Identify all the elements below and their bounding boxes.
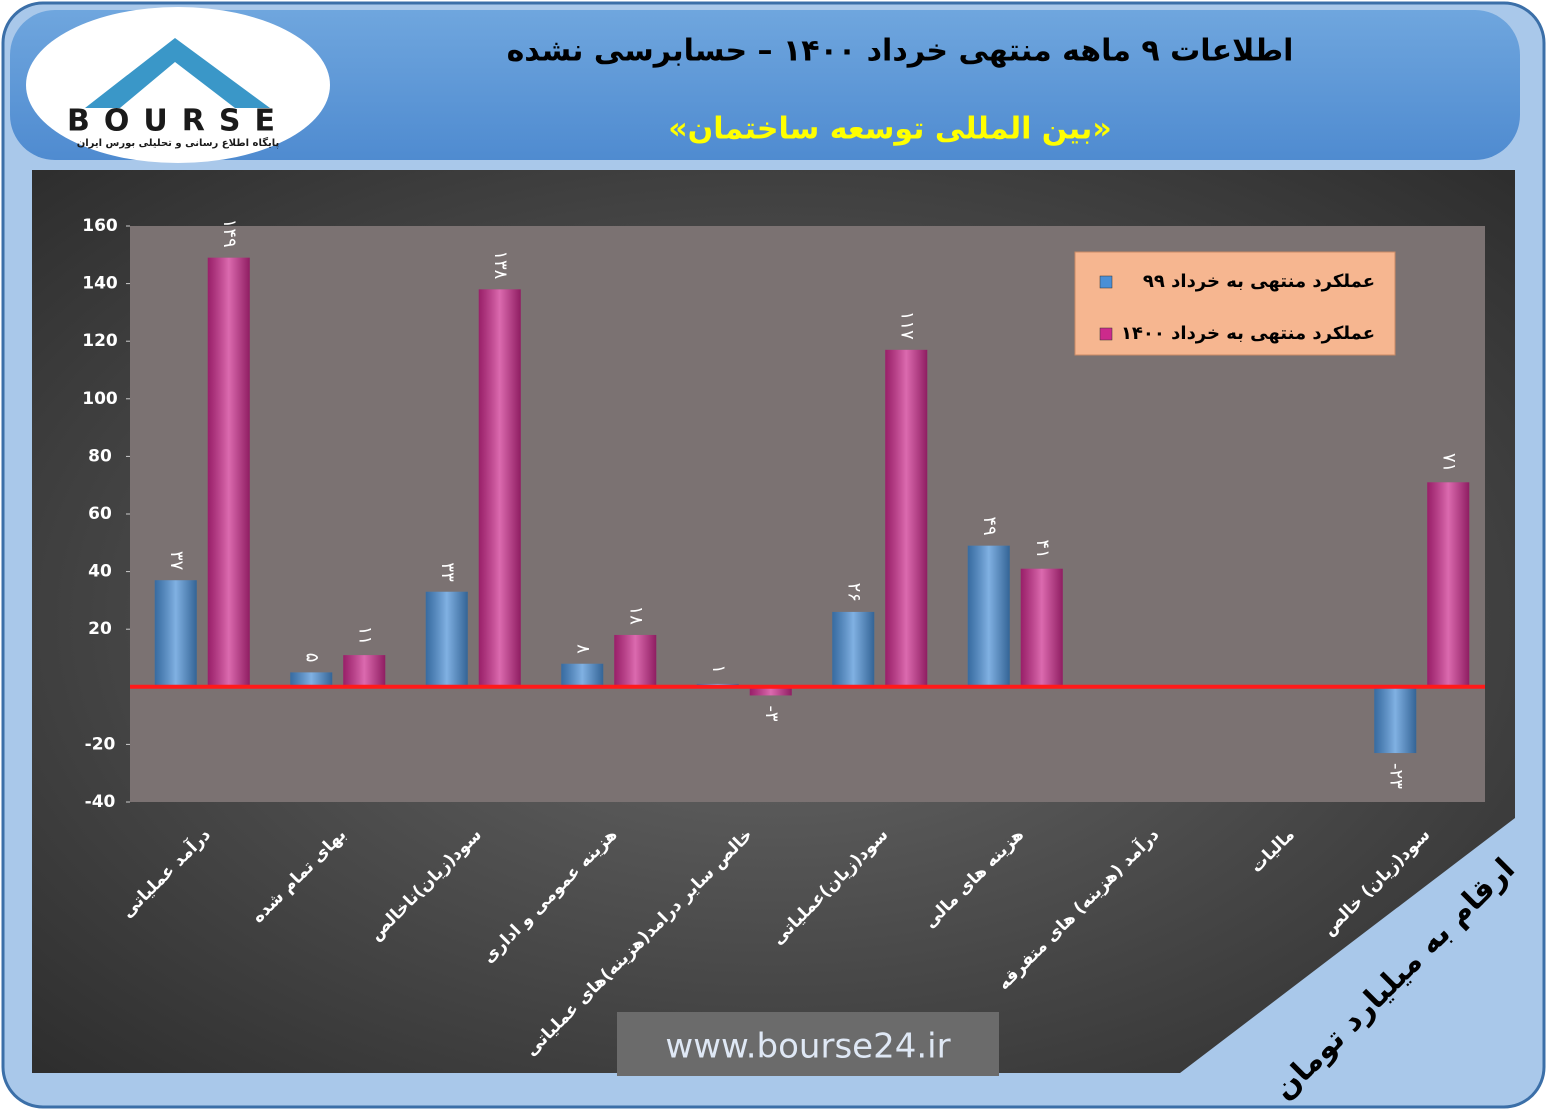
value-label: -۳ xyxy=(761,705,782,721)
y-tick-label: 100 xyxy=(82,389,118,409)
y-tick-label: 140 xyxy=(82,274,118,294)
y-tick-label: 80 xyxy=(88,446,112,466)
value-label: ۱۱۷ xyxy=(896,311,917,340)
header xyxy=(10,10,1520,160)
watermark: www.bourse24.ir xyxy=(665,1027,950,1067)
bar-shine xyxy=(967,545,1010,687)
legend xyxy=(1074,251,1396,356)
logo-tagline: پایگاه اطلاع رسانی و تحلیلی بورس ایران xyxy=(77,136,280,149)
chart-title: اطلاعات ۹ ماهه منتهی خرداد ۱۴۰۰ – حسابرس… xyxy=(507,34,1294,69)
bar-shine xyxy=(290,672,333,687)
legend-swatch xyxy=(1099,275,1113,289)
bar-shine xyxy=(207,257,250,687)
bar-shine xyxy=(343,655,386,687)
legend-label: عملکرد منتهی به خرداد ۹۹ xyxy=(1143,271,1375,292)
bar-shine xyxy=(1374,686,1417,754)
logo-badge xyxy=(26,7,330,163)
value-label: ۵ xyxy=(301,653,322,663)
y-tick-label: 20 xyxy=(88,619,112,639)
value-label: ۱۸ xyxy=(625,606,646,626)
value-label: ۱ xyxy=(708,664,729,674)
value-label: ۱۱ xyxy=(354,626,375,645)
y-tick-label: 40 xyxy=(88,562,112,582)
legend-swatch xyxy=(1099,327,1113,341)
value-label: ۸ xyxy=(572,644,593,654)
bar-shine xyxy=(425,591,468,687)
value-label: -۲۳ xyxy=(1385,763,1406,789)
y-tick-label: -40 xyxy=(85,792,116,812)
bar-shine xyxy=(154,580,197,687)
y-tick-label: 60 xyxy=(88,504,112,524)
logo-name: BOURSE xyxy=(67,104,289,139)
bar-shine xyxy=(614,634,657,687)
bar-shine xyxy=(885,349,928,687)
value-label: ۳۳ xyxy=(437,562,458,582)
note-corner xyxy=(1180,818,1515,1073)
watermark-box xyxy=(617,1012,999,1076)
value-label: ۱۳۸ xyxy=(490,250,511,279)
value-label: ۲۶ xyxy=(843,583,864,602)
logo-mark xyxy=(85,38,270,108)
value-label: ۱۴۹ xyxy=(219,219,240,248)
value-label: ۴۹ xyxy=(979,516,1000,535)
bar-shine xyxy=(749,686,792,696)
value-label: ۷۱ xyxy=(1438,453,1459,472)
value-label: ۴۱ xyxy=(1032,539,1053,558)
y-tick-label: 120 xyxy=(82,331,118,351)
chart-subtitle: «بین المللی توسعه ساختمان» xyxy=(668,112,1111,147)
y-tick-label: -20 xyxy=(85,734,116,754)
bar-shine xyxy=(832,611,875,687)
y-tick-label: 160 xyxy=(82,216,118,236)
bar-shine xyxy=(561,663,604,687)
bar-shine xyxy=(1427,482,1470,687)
bar-shine xyxy=(478,289,521,687)
bar-shine xyxy=(1020,568,1063,687)
value-label: ۳۷ xyxy=(166,551,187,571)
legend-label: عملکرد منتهی به خرداد ۱۴۰۰ xyxy=(1121,323,1375,344)
